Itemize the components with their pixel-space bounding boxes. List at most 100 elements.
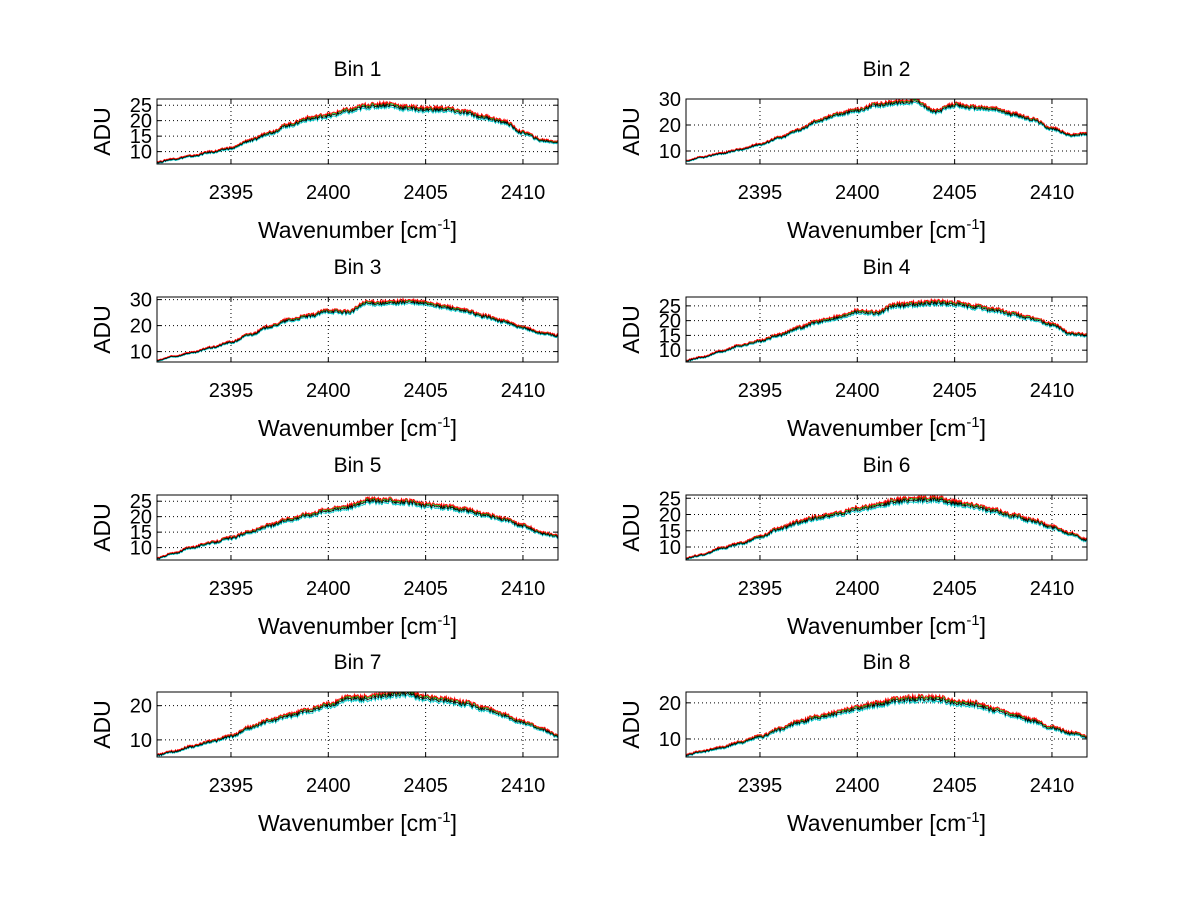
y-tick-label: 30	[659, 89, 681, 111]
y-tick-label: 25	[130, 491, 152, 513]
y-tick-label: 30	[130, 290, 152, 312]
x-tick-label: 2410	[1030, 182, 1075, 204]
x-axis-label: Wavenumber [cm-1]	[258, 216, 457, 243]
y-tick-label: 20	[130, 507, 152, 529]
subplot-title: Bin 5	[334, 454, 382, 477]
series-trace	[157, 104, 558, 164]
y-tick-label: 20	[130, 316, 152, 338]
series-trace	[686, 697, 1087, 757]
series-trace	[686, 692, 1087, 756]
y-tick-label: 10	[659, 340, 681, 362]
axes-frame	[156, 691, 559, 758]
x-tick-label: 2400	[306, 182, 351, 204]
subplot-title: Bin 1	[334, 58, 382, 81]
x-tick-label: 2410	[1030, 380, 1075, 402]
y-tick-label: 10	[659, 537, 681, 559]
subplot-bin-8: 2395 2400 2405 2410 10 20 Bin 8 Wavenumber [cm-…	[618, 651, 1088, 836]
series-trace	[157, 301, 558, 362]
x-tick-label: 2400	[835, 578, 880, 600]
axes-frame	[685, 98, 1088, 165]
x-tick-label: 2405	[932, 380, 977, 402]
y-tick-label: 20	[659, 693, 681, 715]
y-axis-label: ADU	[618, 700, 644, 749]
x-axis-label: Wavenumber [cm-1]	[787, 809, 986, 836]
y-axis-label: ADU	[89, 503, 115, 552]
x-tick-label: 2405	[403, 380, 448, 402]
axes-frame	[156, 296, 559, 363]
y-tick-label: 10	[659, 141, 681, 163]
series-trace	[686, 498, 1087, 560]
y-tick-label: 10	[130, 730, 152, 752]
x-tick-label: 2400	[835, 380, 880, 402]
series-trace	[157, 99, 558, 163]
x-tick-label: 2405	[932, 182, 977, 204]
series-trace	[157, 692, 558, 756]
x-tick-label: 2400	[306, 578, 351, 600]
axes-frame	[156, 98, 559, 165]
y-tick-label: 15	[659, 521, 681, 543]
series-trace	[686, 100, 1087, 163]
x-tick-label: 2405	[403, 182, 448, 204]
x-tick-label: 2410	[501, 578, 546, 600]
y-tick-label: 10	[659, 729, 681, 751]
x-axis-label: Wavenumber [cm-1]	[787, 612, 986, 639]
y-tick-label: 25	[659, 296, 681, 318]
subplot-bin-7: 2395 2400 2405 2410 10 20 Bin 7 Wavenumber [cm-…	[89, 651, 559, 836]
subplot-title: Bin 3	[334, 256, 382, 279]
axes-frame	[685, 296, 1088, 363]
axes-frame	[685, 494, 1088, 561]
series-trace	[157, 692, 558, 757]
series-trace	[686, 302, 1087, 362]
subplot-bin-3: 2395 2400 2405 2410 10 20 30 Bin 3 Wavenumber [c…	[89, 256, 559, 441]
series-trace	[157, 298, 558, 361]
y-tick-label: 15	[130, 522, 152, 544]
x-tick-label: 2410	[1030, 578, 1075, 600]
y-tick-label: 20	[130, 696, 152, 718]
x-tick-label: 2395	[209, 380, 254, 402]
x-tick-label: 2395	[738, 380, 783, 402]
y-tick-label: 15	[130, 126, 152, 148]
y-axis-label: ADU	[89, 305, 115, 354]
x-tick-label: 2395	[738, 578, 783, 600]
series-line	[157, 498, 558, 560]
y-tick-label: 10	[130, 538, 152, 560]
series-trace	[157, 297, 558, 361]
series-trace	[686, 297, 1087, 361]
subplot-title: Bin 8	[863, 651, 911, 674]
x-tick-label: 2410	[501, 380, 546, 402]
x-tick-label: 2405	[403, 775, 448, 797]
subplot-bin-2: 2395 2400 2405 2410 10 20 30 Bin 2 Wavenumber [c…	[618, 58, 1088, 243]
x-tick-label: 2395	[209, 182, 254, 204]
y-axis-label: ADU	[89, 107, 115, 156]
y-tick-label: 15	[659, 325, 681, 347]
y-tick-label: 10	[130, 142, 152, 164]
x-axis-label: Wavenumber [cm-1]	[258, 414, 457, 441]
y-tick-label: 25	[659, 488, 681, 510]
x-axis-label: Wavenumber [cm-1]	[258, 809, 457, 836]
x-axis-label: Wavenumber [cm-1]	[787, 414, 986, 441]
x-tick-label: 2400	[835, 775, 880, 797]
x-tick-label: 2395	[738, 182, 783, 204]
x-tick-label: 2410	[501, 182, 546, 204]
series-line	[686, 99, 1087, 162]
y-tick-label: 10	[130, 342, 152, 364]
series-line	[157, 102, 558, 164]
x-tick-label: 2410	[501, 775, 546, 797]
y-tick-label: 20	[659, 311, 681, 333]
axes-frame	[685, 691, 1088, 758]
x-tick-label: 2400	[306, 380, 351, 402]
subplot-title: Bin 6	[863, 454, 911, 477]
series-trace	[157, 499, 558, 560]
x-tick-label: 2395	[209, 578, 254, 600]
series-line	[686, 496, 1087, 560]
series-trace	[157, 496, 558, 559]
y-tick-label: 20	[130, 111, 152, 133]
x-axis-label: Wavenumber [cm-1]	[258, 612, 457, 639]
x-tick-label: 2405	[403, 578, 448, 600]
series-line	[686, 695, 1087, 757]
y-axis-label: ADU	[618, 305, 644, 354]
x-tick-label: 2395	[738, 775, 783, 797]
